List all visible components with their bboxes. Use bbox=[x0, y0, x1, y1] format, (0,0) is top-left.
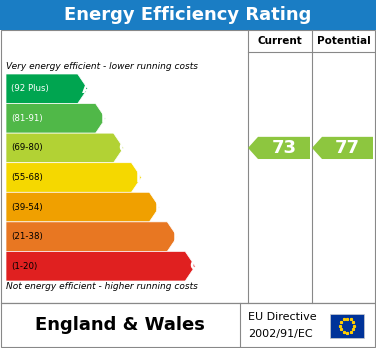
Bar bbox=[1, 303, 375, 347]
Text: E: E bbox=[155, 200, 164, 214]
Text: (81-91): (81-91) bbox=[11, 114, 42, 123]
Polygon shape bbox=[6, 163, 141, 192]
Text: 73: 73 bbox=[271, 139, 297, 157]
Polygon shape bbox=[6, 222, 177, 251]
Text: EU Directive: EU Directive bbox=[248, 313, 317, 323]
Polygon shape bbox=[6, 133, 124, 163]
Text: B: B bbox=[100, 111, 111, 125]
Text: (21-38): (21-38) bbox=[11, 232, 43, 241]
Text: (92 Plus): (92 Plus) bbox=[11, 84, 49, 93]
Polygon shape bbox=[6, 192, 159, 222]
Polygon shape bbox=[6, 251, 195, 281]
Text: 77: 77 bbox=[335, 139, 360, 157]
Polygon shape bbox=[6, 104, 106, 133]
Text: 2002/91/EC: 2002/91/EC bbox=[248, 329, 312, 339]
Bar bbox=[1, 30, 375, 303]
Text: G: G bbox=[190, 259, 201, 273]
Text: England & Wales: England & Wales bbox=[35, 316, 205, 334]
Text: Current: Current bbox=[258, 36, 302, 46]
Text: Potential: Potential bbox=[317, 36, 371, 46]
Bar bbox=[0, 0, 376, 30]
Text: (55-68): (55-68) bbox=[11, 173, 43, 182]
Polygon shape bbox=[6, 74, 88, 104]
Text: (1-20): (1-20) bbox=[11, 262, 37, 271]
Polygon shape bbox=[312, 137, 373, 159]
Polygon shape bbox=[248, 137, 310, 159]
Text: F: F bbox=[173, 230, 182, 244]
Text: A: A bbox=[82, 82, 93, 96]
Text: (69-80): (69-80) bbox=[11, 143, 42, 152]
Text: D: D bbox=[136, 171, 147, 184]
Text: C: C bbox=[118, 141, 129, 155]
Text: Energy Efficiency Rating: Energy Efficiency Rating bbox=[64, 6, 312, 24]
Bar bbox=[330, 314, 364, 338]
Text: Not energy efficient - higher running costs: Not energy efficient - higher running co… bbox=[6, 282, 198, 291]
Text: Very energy efficient - lower running costs: Very energy efficient - lower running co… bbox=[6, 62, 198, 71]
Text: (39-54): (39-54) bbox=[11, 203, 42, 212]
